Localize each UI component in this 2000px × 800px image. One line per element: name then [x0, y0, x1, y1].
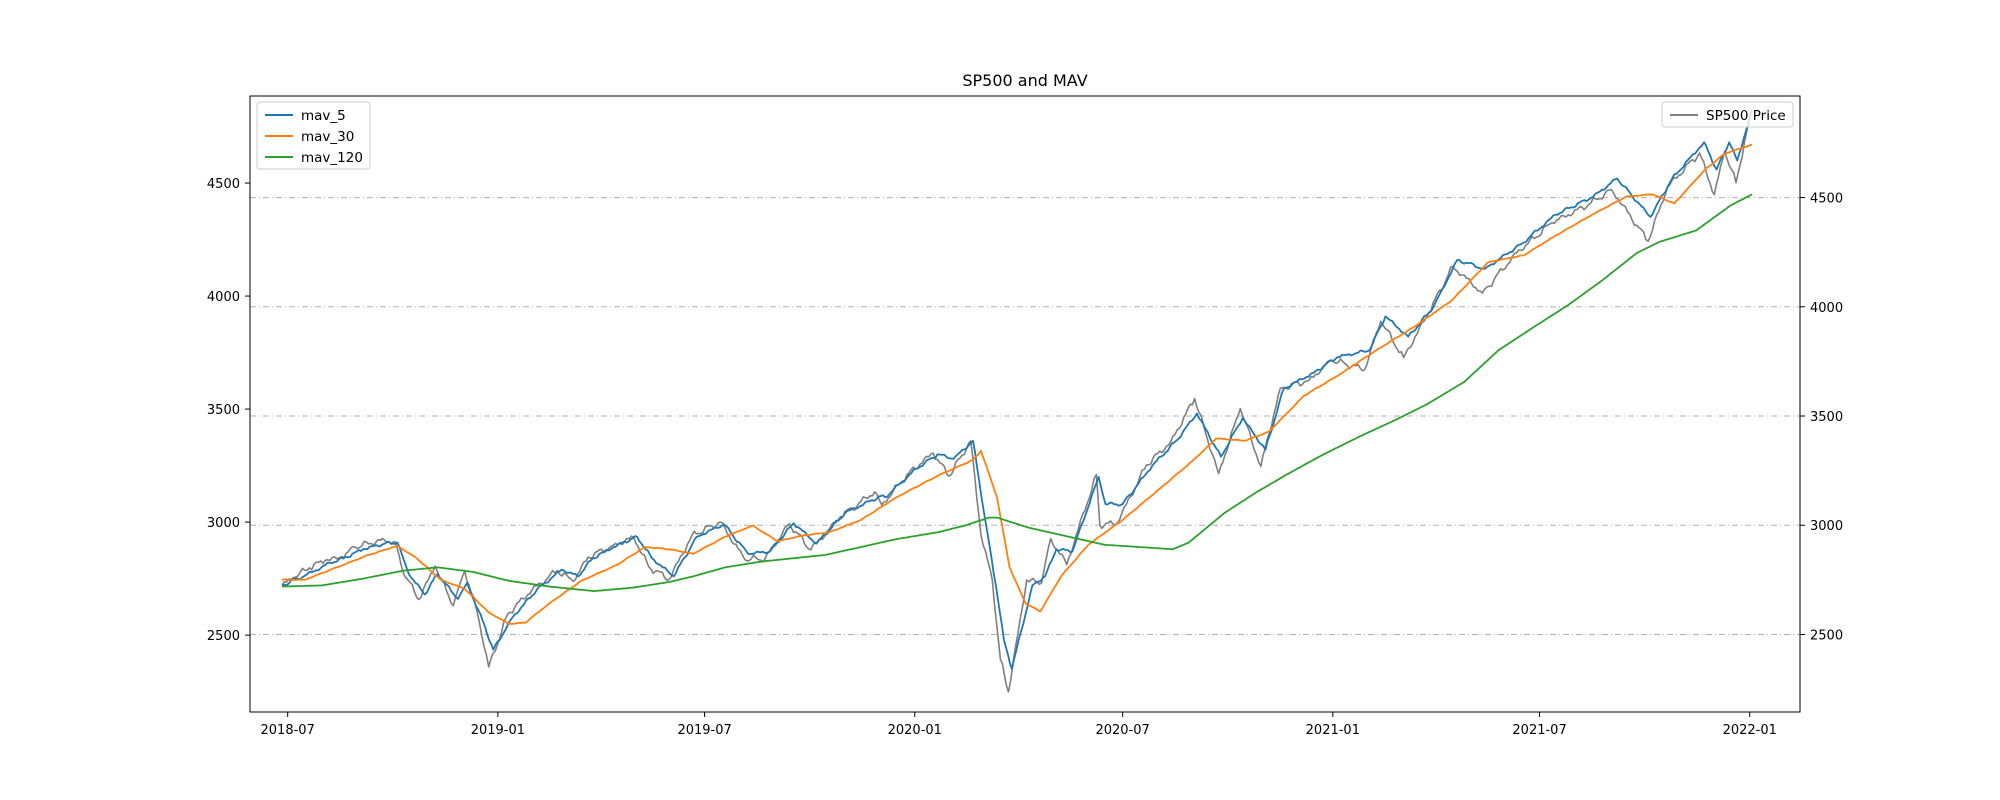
legend-right-box [1661, 101, 1794, 128]
y-right-tick-label: 4000 [1810, 301, 1843, 316]
y-axis-left: 2500 3000 3500 4000 4500 [207, 177, 250, 644]
x-tick-label: 2021-01 [1306, 723, 1360, 738]
legend-left-box [256, 101, 371, 170]
x-tick-label: 2020-01 [888, 723, 942, 738]
y-left-tick-label: 3000 [207, 516, 240, 531]
y-right-tick-label: 3000 [1810, 519, 1843, 534]
x-tick-label: 2020-07 [1095, 723, 1149, 738]
legend-label-mav120: mav_120 [301, 150, 363, 166]
series-line-sp500-price [281, 109, 1753, 693]
x-axis: 2018-07 2019-01 2019-07 2020-01 2020-07 2021-… [261, 712, 1777, 738]
plot-frame [249, 95, 1801, 713]
x-tick-label: 2022-01 [1723, 723, 1777, 738]
series-line-mav-120 [282, 193, 1753, 592]
legend-right: SP500 Price [1661, 101, 1794, 128]
y-left-tick-label: 2500 [207, 629, 240, 644]
y-axis-right: 2500 3000 3500 4000 4500 [1800, 192, 1843, 643]
legend-label-mav30: mav_30 [301, 129, 354, 145]
x-tick-label: 2018-07 [261, 723, 315, 738]
y-right-tick-label: 4500 [1810, 192, 1843, 207]
series-layer [281, 109, 1753, 693]
legend-label-sp500: SP500 Price [1706, 108, 1786, 124]
x-tick-label: 2019-07 [677, 723, 731, 738]
y-right-tick-label: 3500 [1810, 410, 1843, 425]
legend-left: mav_5 mav_30 mav_120 [256, 101, 371, 170]
y-left-tick-label: 3500 [207, 403, 240, 418]
series-line-mav-5 [281, 110, 1753, 670]
y-left-tick-label: 4500 [207, 177, 240, 192]
x-tick-label: 2019-01 [471, 723, 525, 738]
chart-title: SP500 and MAV [962, 71, 1087, 90]
legend-label-mav5: mav_5 [301, 108, 346, 124]
series-line-mav-30 [281, 143, 1753, 625]
y-right-tick-label: 2500 [1810, 628, 1843, 643]
grid-lines [250, 197, 1800, 635]
y-left-tick-label: 4000 [207, 290, 240, 305]
x-tick-label: 2021-07 [1512, 723, 1566, 738]
